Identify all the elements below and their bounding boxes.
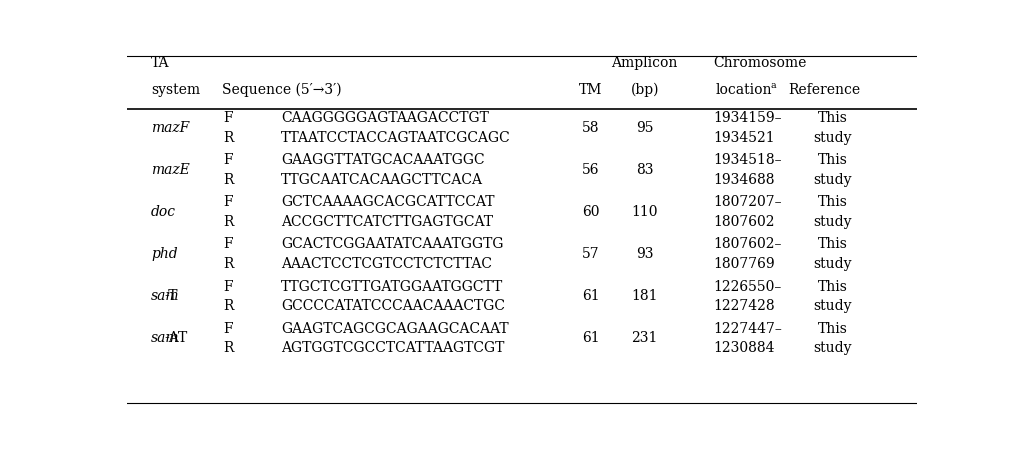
Text: F: F [224, 111, 233, 126]
Text: location: location [715, 83, 772, 96]
Text: AAACTCCTCGTCCTCTCTTAC: AAACTCCTCGTCCTCTCTTAC [281, 257, 492, 271]
Text: Amplicon: Amplicon [611, 56, 678, 71]
Text: 93: 93 [636, 248, 653, 261]
Text: R: R [224, 215, 234, 229]
Text: system: system [151, 83, 200, 96]
Text: 1807602–: 1807602– [713, 238, 782, 252]
Text: 1934521: 1934521 [713, 131, 775, 145]
Text: R: R [224, 173, 234, 187]
Text: F: F [224, 279, 233, 293]
Text: (bp): (bp) [631, 82, 659, 96]
Text: study: study [813, 257, 852, 271]
Text: This: This [817, 322, 848, 336]
Text: F: F [224, 196, 233, 209]
Text: 1934688: 1934688 [713, 173, 774, 187]
Text: 83: 83 [636, 163, 653, 177]
Text: F: F [224, 322, 233, 336]
Text: mazF: mazF [151, 121, 190, 135]
Text: AGTGGTCGCCTCATTAAGTCGT: AGTGGTCGCCTCATTAAGTCGT [281, 341, 504, 355]
Text: phd: phd [151, 248, 177, 261]
Text: study: study [813, 173, 852, 187]
Text: R: R [224, 299, 234, 313]
Text: 58: 58 [582, 121, 600, 135]
Text: 181: 181 [632, 289, 658, 303]
Text: -AT: -AT [165, 331, 189, 345]
Text: R: R [224, 257, 234, 271]
Text: CAAGGGGGAGTAAGACCTGT: CAAGGGGGAGTAAGACCTGT [281, 111, 489, 126]
Text: 1807769: 1807769 [713, 257, 775, 271]
Text: study: study [813, 299, 852, 313]
Text: 56: 56 [582, 163, 600, 177]
Text: 60: 60 [582, 205, 600, 219]
Text: ACCGCTTCATCTTGAGTGCAT: ACCGCTTCATCTTGAGTGCAT [281, 215, 493, 229]
Text: GCCCCATATCCCAACAAACTGC: GCCCCATATCCCAACAAACTGC [281, 299, 505, 313]
Text: This: This [817, 238, 848, 252]
Text: 57: 57 [582, 248, 600, 261]
Text: 231: 231 [632, 331, 658, 345]
Text: 95: 95 [636, 121, 653, 135]
Text: GCTCAAAAGCACGCATTCCAT: GCTCAAAAGCACGCATTCCAT [281, 196, 495, 209]
Text: 1227447–: 1227447– [713, 322, 783, 336]
Text: 1227428: 1227428 [713, 299, 775, 313]
Text: 1934518–: 1934518– [713, 153, 782, 167]
Text: TTAATCCTACCAGTAATCGCAGC: TTAATCCTACCAGTAATCGCAGC [281, 131, 512, 145]
Text: a: a [770, 81, 775, 91]
Text: 1226550–: 1226550– [713, 279, 782, 293]
Text: study: study [813, 131, 852, 145]
Text: This: This [817, 279, 848, 293]
Text: TM: TM [579, 83, 602, 96]
Text: R: R [224, 131, 234, 145]
Text: TTGCTCGTTGATGGAATGGCTT: TTGCTCGTTGATGGAATGGCTT [281, 279, 503, 293]
Text: study: study [813, 215, 852, 229]
Text: doc: doc [151, 205, 176, 219]
Text: 1230884: 1230884 [713, 341, 774, 355]
Text: F: F [224, 238, 233, 252]
Text: 1934159–: 1934159– [713, 111, 782, 126]
Text: 61: 61 [582, 289, 600, 303]
Text: This: This [817, 153, 848, 167]
Text: 1807602: 1807602 [713, 215, 774, 229]
Text: This: This [817, 111, 848, 126]
Text: Chromosome: Chromosome [713, 56, 807, 71]
Text: GAAGTCAGCGCAGAAGCACAAT: GAAGTCAGCGCAGAAGCACAAT [281, 322, 510, 336]
Text: TTGCAATCACAAGCTTCACA: TTGCAATCACAAGCTTCACA [281, 173, 483, 187]
Text: GCACTCGGAATATCAAATGGTG: GCACTCGGAATATCAAATGGTG [281, 238, 503, 252]
Text: Reference: Reference [789, 83, 861, 96]
Text: 110: 110 [632, 205, 658, 219]
Text: F: F [224, 153, 233, 167]
Text: -T: -T [165, 289, 178, 303]
Text: sam: sam [151, 289, 179, 303]
Text: TA: TA [151, 56, 169, 71]
Text: Sequence (5′→3′): Sequence (5′→3′) [221, 82, 341, 96]
Text: mazE: mazE [151, 163, 190, 177]
Text: sam: sam [151, 331, 179, 345]
Text: This: This [817, 196, 848, 209]
Text: 1807207–: 1807207– [713, 196, 782, 209]
Text: study: study [813, 341, 852, 355]
Text: 61: 61 [582, 331, 600, 345]
Text: R: R [224, 341, 234, 355]
Text: GAAGGTTATGCACAAATGGC: GAAGGTTATGCACAAATGGC [281, 153, 485, 167]
